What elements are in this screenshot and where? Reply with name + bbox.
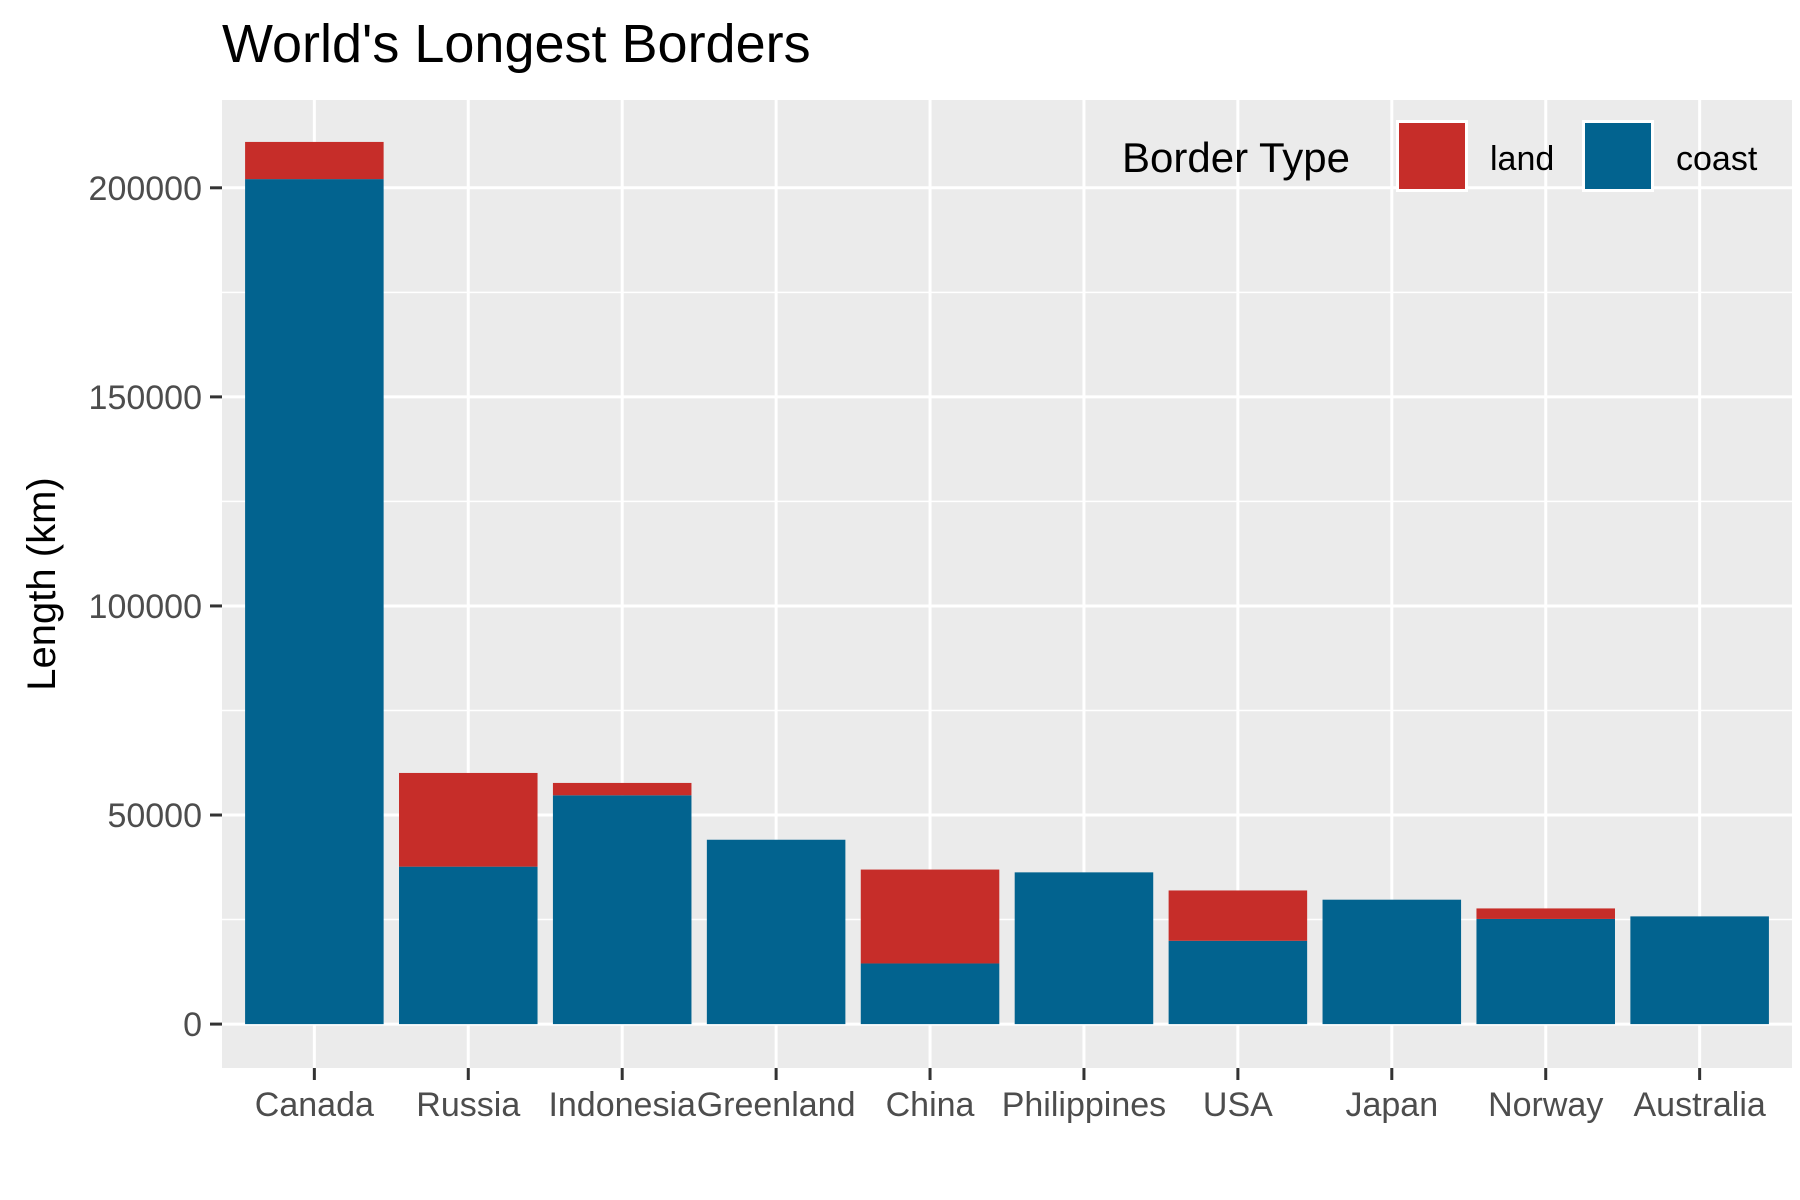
bar-land-indonesia (552, 782, 692, 796)
bars (245, 141, 1769, 1025)
legend-label-land: land (1490, 140, 1554, 178)
x-tick-label-usa: USA (1203, 1086, 1273, 1124)
y-tick-label: 150000 (89, 379, 202, 417)
bar-land-canada (245, 141, 384, 180)
bar-land-norway (1476, 908, 1615, 919)
x-tick-label-russia: Russia (416, 1086, 520, 1124)
bar-coast-australia (1630, 916, 1769, 1025)
bar-land-usa (1168, 890, 1308, 941)
legend-key-land (1399, 123, 1465, 189)
bar-coast-norway (1476, 918, 1615, 1025)
bar-coast-greenland (706, 839, 846, 1025)
bar-coast-china (860, 963, 1000, 1025)
bar-coast-usa (1168, 940, 1308, 1025)
chart-title: World's Longest Borders (222, 14, 811, 74)
legend-key-coast (1585, 123, 1651, 189)
x-tick-label-indonesia: Indonesia (548, 1086, 696, 1124)
y-tick-label: 200000 (89, 170, 202, 208)
y-tick-label: 100000 (89, 588, 202, 626)
x-tick-label-japan: Japan (1345, 1086, 1438, 1124)
legend-label-coast: coast (1676, 140, 1758, 178)
bar-coast-russia (399, 866, 538, 1025)
bar-coast-philippines (1014, 872, 1154, 1025)
bar-coast-japan (1322, 899, 1462, 1025)
y-axis: 0 50000 100000 150000 200000 (89, 170, 222, 1044)
bar-land-russia (399, 772, 538, 867)
legend: Border Type land coast (1122, 120, 1758, 192)
y-axis-title: Length (km) (20, 477, 64, 690)
bar-coast-indonesia (552, 795, 692, 1025)
x-tick-label-norway: Norway (1488, 1086, 1603, 1124)
legend-title: Border Type (1122, 134, 1350, 181)
x-tick-label-australia: Australia (1634, 1086, 1766, 1124)
x-tick-label-china: China (886, 1086, 975, 1124)
bar-land-china (860, 869, 1000, 964)
x-tick-label-greenland: Greenland (697, 1086, 856, 1124)
bar-coast-canada (245, 179, 384, 1025)
x-tick-label-philippines: Philippines (1002, 1086, 1166, 1124)
x-axis: Canada Russia Indonesia Greenland China Phili… (255, 1068, 1766, 1124)
x-tick-label-canada: Canada (255, 1086, 374, 1124)
y-tick-label: 0 (183, 1006, 202, 1044)
y-tick-label: 50000 (107, 797, 202, 835)
